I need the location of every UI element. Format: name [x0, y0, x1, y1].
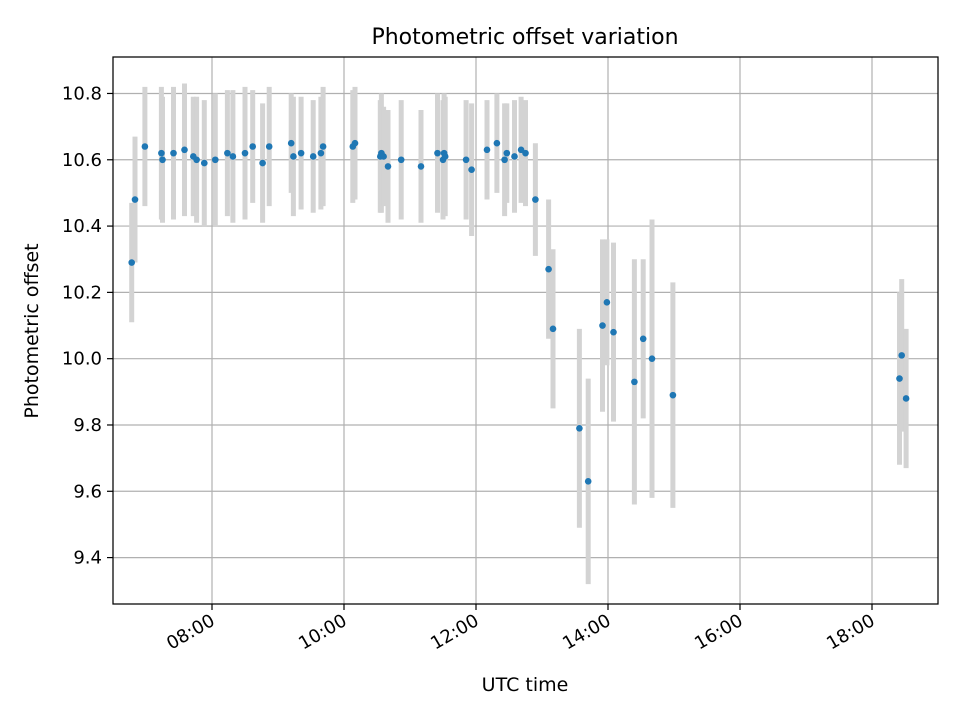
- data-point: [287, 139, 295, 147]
- data-point: [584, 478, 592, 485]
- x-tick-label: 08:00: [163, 610, 218, 654]
- data-point: [576, 424, 583, 432]
- data-point: [549, 325, 557, 333]
- y-tick-label: 9.4: [73, 548, 102, 569]
- data-point: [351, 139, 359, 147]
- data-point: [224, 149, 231, 157]
- data-point: [898, 352, 905, 359]
- data-point: [522, 149, 529, 157]
- y-tick-label: 9.8: [73, 415, 102, 436]
- y-tick-label: 10.2: [62, 282, 102, 303]
- x-tick-label: 12:00: [427, 610, 482, 654]
- data-point: [170, 149, 177, 157]
- x-tick-label: 18:00: [823, 610, 878, 654]
- data-points: [128, 139, 910, 485]
- data-point: [380, 153, 387, 160]
- y-tick-label: 10.6: [62, 150, 102, 171]
- data-point: [501, 156, 508, 164]
- data-point: [259, 159, 266, 167]
- data-point: [610, 328, 617, 336]
- data-point: [902, 395, 910, 402]
- data-point: [468, 166, 475, 174]
- data-point: [896, 375, 903, 382]
- data-point: [181, 146, 188, 154]
- data-point: [141, 143, 149, 150]
- data-point: [309, 153, 317, 160]
- error-bars: [129, 83, 909, 585]
- y-tick-label: 9.6: [73, 481, 102, 502]
- data-point: [319, 143, 327, 150]
- x-tick-label: 14:00: [559, 610, 614, 654]
- y-tick-label: 10.4: [62, 216, 102, 237]
- data-point: [317, 149, 325, 157]
- data-point: [297, 149, 305, 157]
- y-tick-label: 10.0: [62, 349, 102, 370]
- data-point: [669, 391, 677, 399]
- data-point: [241, 149, 249, 157]
- data-point: [503, 149, 511, 157]
- data-point: [532, 196, 539, 203]
- data-point: [631, 378, 638, 386]
- data-point: [193, 156, 200, 164]
- data-point: [483, 146, 491, 154]
- data-point: [128, 259, 135, 266]
- data-point: [131, 196, 139, 203]
- data-point: [493, 139, 501, 147]
- y-axis-label: Photometric offset: [21, 243, 43, 418]
- data-point: [603, 299, 611, 306]
- chart-title: Photometric offset variation: [371, 25, 678, 50]
- data-point: [201, 159, 208, 167]
- data-point: [229, 153, 237, 160]
- data-point: [417, 163, 425, 170]
- data-point: [249, 143, 256, 150]
- data-point: [158, 149, 165, 157]
- plot-frame: [112, 56, 939, 605]
- data-point: [434, 149, 441, 157]
- x-tick-label: 10:00: [295, 610, 350, 654]
- data-point: [599, 322, 606, 329]
- data-point: [462, 156, 470, 164]
- x-axis-label: UTC time: [482, 674, 569, 696]
- data-point: [384, 163, 392, 170]
- data-point: [397, 156, 405, 164]
- x-tick-label: 16:00: [691, 610, 746, 654]
- data-point: [441, 153, 449, 160]
- x-axis: 08:00 10:00 12:00 14:00 16:00 18:00: [163, 604, 879, 654]
- data-point: [511, 153, 518, 160]
- data-point: [648, 355, 656, 362]
- data-point: [265, 143, 273, 150]
- data-point: [212, 156, 219, 164]
- data-point: [545, 265, 552, 273]
- y-tick-label: 10.8: [62, 83, 102, 104]
- data-point: [639, 335, 647, 343]
- data-point: [159, 156, 166, 164]
- y-axis: 9.4 9.6 9.8 10.0 10.2 10.4 10.6 10.8: [62, 83, 113, 569]
- data-point: [290, 153, 297, 160]
